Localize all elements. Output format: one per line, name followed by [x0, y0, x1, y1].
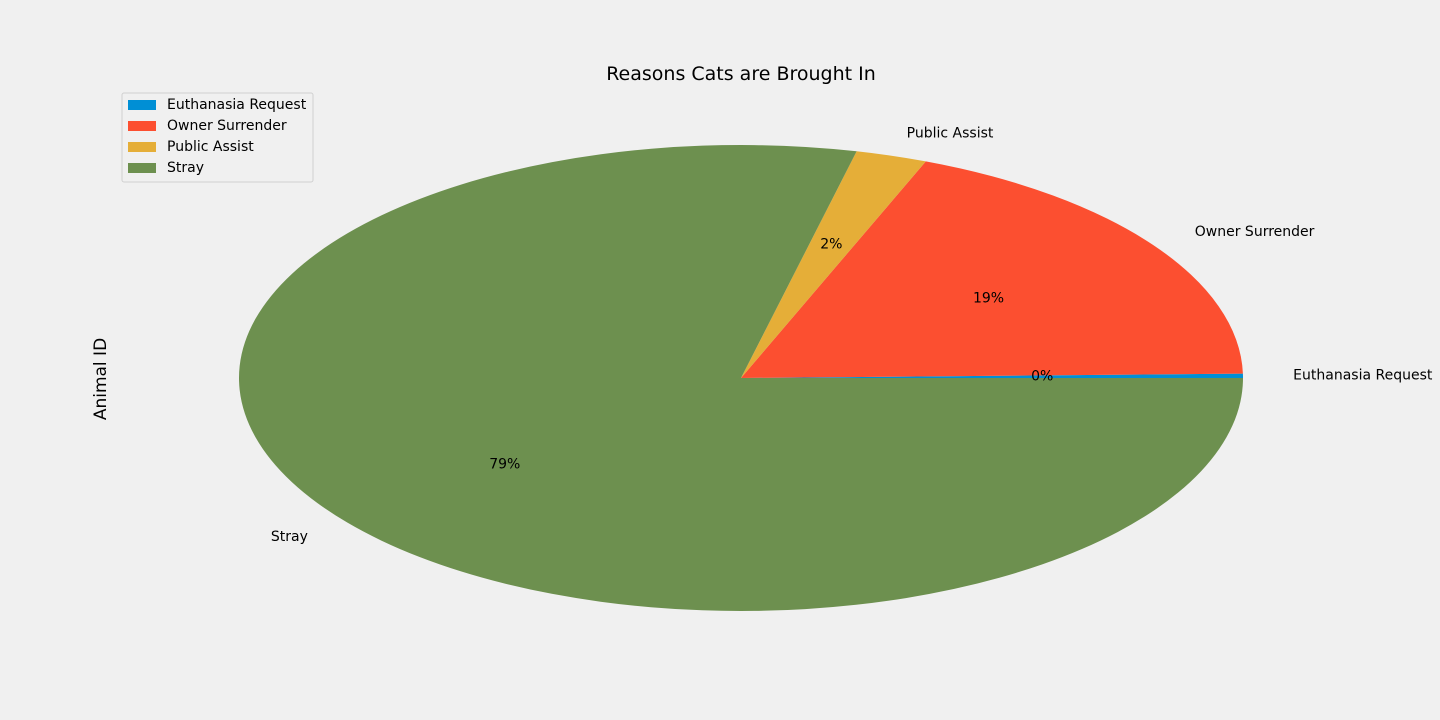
- pie-slices: [239, 145, 1243, 612]
- pie-slice-euthanasia-request: [741, 373, 1243, 378]
- slice-labels: Euthanasia Request Owner Surrender Public …: [271, 126, 1433, 545]
- slice-label-euthanasia-request: Euthanasia Request: [1293, 368, 1433, 384]
- legend-label-stray: Stray: [167, 160, 204, 176]
- percent-label-owner-surrender: 19%: [973, 290, 1004, 306]
- slice-label-public-assist: Public Assist: [907, 126, 994, 142]
- percent-labels: 0% 19% 2% 79%: [489, 237, 1053, 473]
- legend-swatch-owner-surrender: [128, 121, 156, 131]
- slice-label-stray: Stray: [271, 529, 308, 545]
- pie-slice-owner-surrender: [741, 161, 1243, 378]
- legend-label-public-assist: Public Assist: [167, 139, 254, 155]
- y-axis-label: Animal ID: [91, 338, 111, 420]
- legend-swatch-euthanasia-request: [128, 100, 156, 110]
- slice-label-owner-surrender: Owner Surrender: [1195, 224, 1315, 240]
- pie-slice-public-assist: [741, 151, 926, 378]
- legend: Euthanasia Request Owner Surrender Public …: [121, 92, 314, 183]
- legend-label-owner-surrender: Owner Surrender: [167, 118, 287, 134]
- legend-items: Euthanasia Request Owner Surrender Public …: [128, 97, 307, 176]
- legend-label-euthanasia-request: Euthanasia Request: [167, 97, 307, 113]
- percent-label-public-assist: 2%: [820, 237, 842, 253]
- legend-swatch-public-assist: [128, 142, 156, 152]
- legend-frame: [121, 92, 314, 183]
- percent-label-euthanasia-request: 0%: [1031, 369, 1053, 385]
- chart-title: Reasons Cats are Brought In: [606, 63, 876, 85]
- percent-label-stray: 79%: [489, 457, 520, 473]
- pie-slice-stray: [239, 145, 1243, 612]
- legend-swatch-stray: [128, 163, 156, 173]
